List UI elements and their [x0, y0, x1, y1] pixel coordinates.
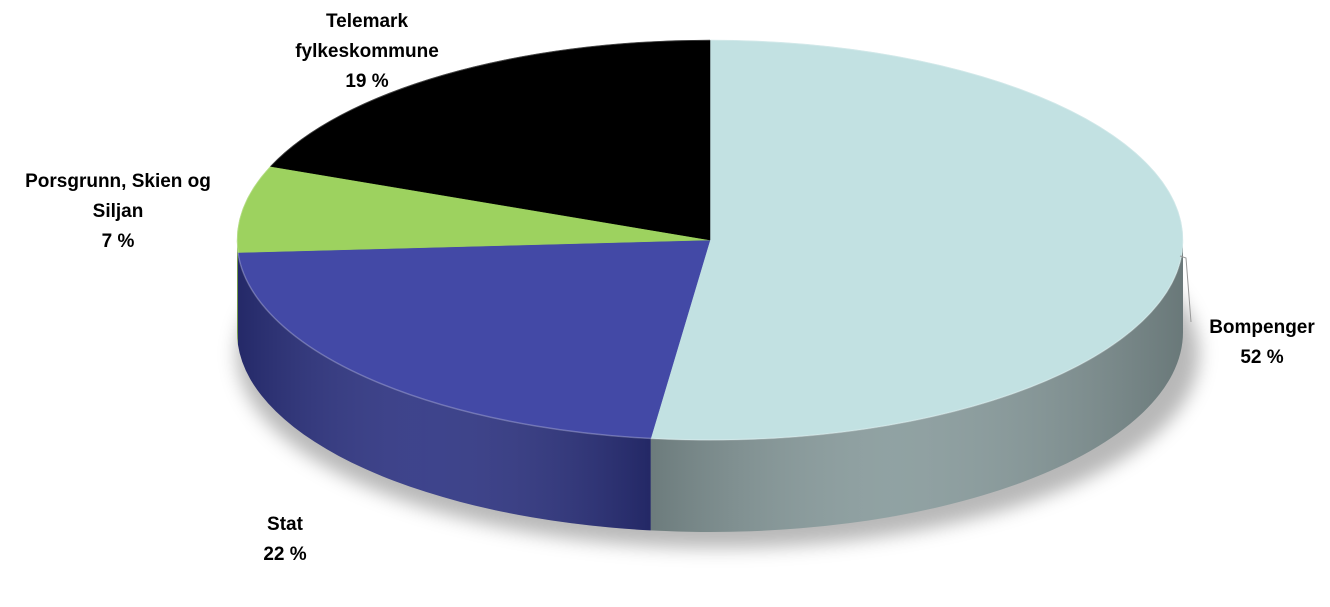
data-label-telemark-fylkeskommune-value: 19 %	[345, 71, 388, 92]
data-label-stat-value: 22 %	[263, 544, 306, 565]
data-label-stat-name: Stat	[267, 514, 304, 535]
data-label-stat: Stat 22 %	[263, 514, 306, 565]
pie-slice-telemark-fylkeskommune	[269, 39, 711, 241]
data-label-porsgrunn-skien-og-siljan: Porsgrunn, Skien og Siljan 7 %	[25, 171, 211, 252]
data-label-telemark-fylkeskommune-name: fylkeskommune	[295, 41, 439, 62]
data-labels: Bompenger 52 % Stat 22 % Porsgrunn, Skien og…	[25, 11, 1315, 565]
side-wall-shade-bompenger	[650, 240, 1183, 532]
pie-side-walls	[237, 240, 1183, 532]
data-label-porsgrunn-skien-og-siljan-name: Porsgrunn, Skien og	[25, 171, 211, 192]
data-label-bompenger-value: 52 %	[1240, 347, 1283, 368]
data-label-telemark-fylkeskommune-name: Telemark	[326, 11, 408, 32]
data-label-porsgrunn-skien-og-siljan-name: Siljan	[93, 201, 144, 222]
data-label-bompenger: Bompenger 52 %	[1209, 317, 1315, 368]
data-label-bompenger-name: Bompenger	[1209, 317, 1315, 338]
leader-lines	[1179, 255, 1192, 323]
pie-slice-bompenger	[650, 39, 1184, 441]
side-wall-shade-porsgrunn-skien-og-siljan	[237, 240, 238, 345]
data-label-porsgrunn-skien-og-siljan-value: 7 %	[102, 231, 135, 252]
pie-slice-porsgrunn-skien-og-siljan	[236, 166, 711, 253]
pie-slice-stat	[237, 239, 711, 439]
leader-line-bompenger	[1179, 255, 1192, 323]
pie-top-faces	[236, 39, 1184, 441]
data-label-telemark-fylkeskommune: Telemark fylkeskommune 19 %	[295, 11, 439, 92]
pie-rim-highlight	[236, 39, 1184, 441]
side-wall-shade-stat	[237, 252, 651, 531]
